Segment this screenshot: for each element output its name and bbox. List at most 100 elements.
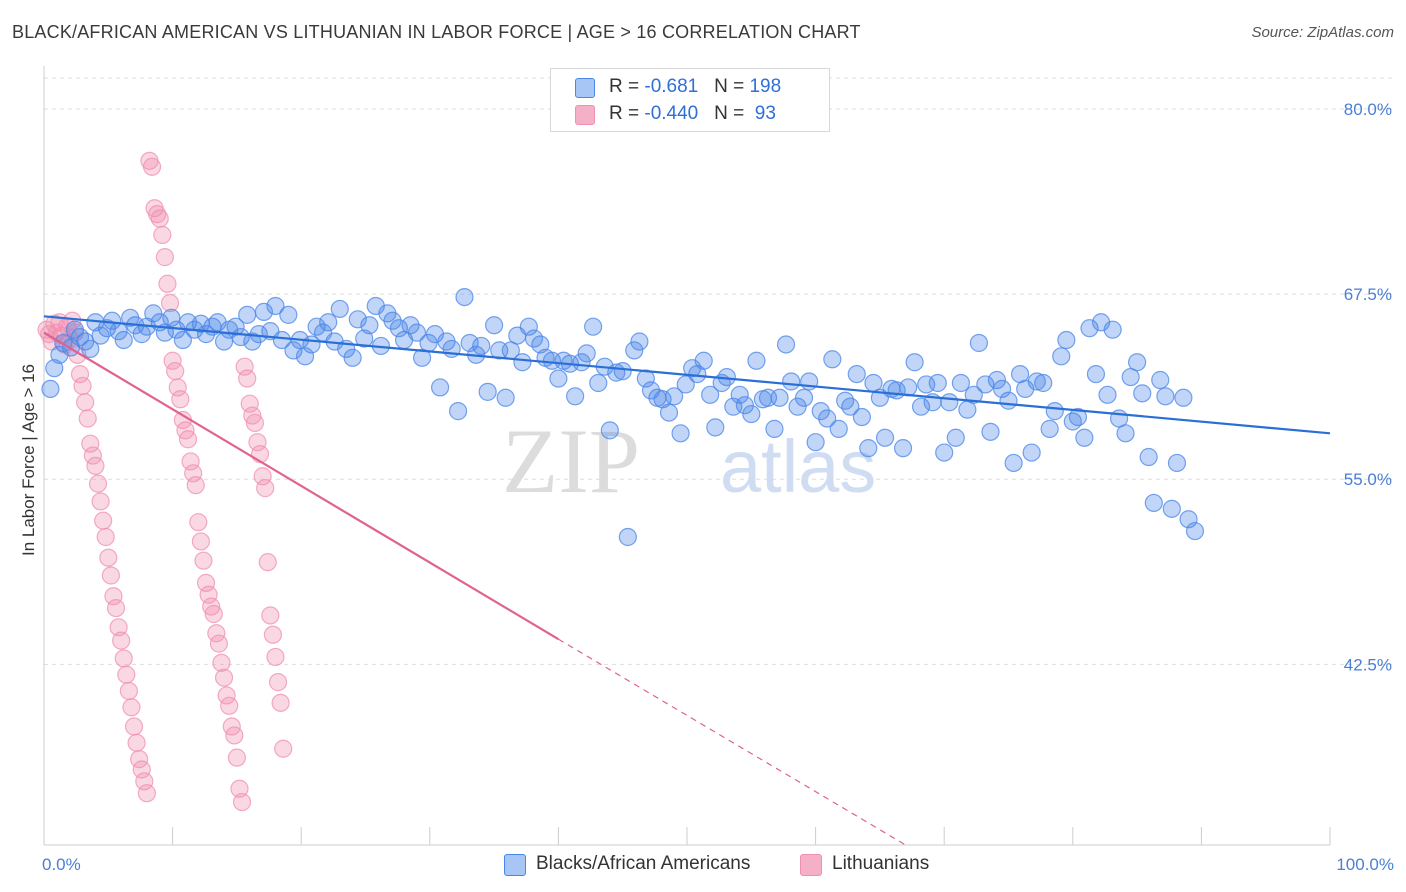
point-lithuanians <box>196 573 216 592</box>
point-lithuanians <box>194 551 213 570</box>
legend-n-value: 93 <box>749 103 776 124</box>
point-blacks <box>1034 373 1053 393</box>
point-blacks <box>226 317 245 336</box>
legend-row-lithuanians: R = -0.440 N = 93 <box>575 102 776 128</box>
point-lithuanians <box>256 479 275 498</box>
point-blacks <box>940 393 959 412</box>
x-tick-label: 100.0% <box>1336 855 1394 874</box>
point-blacks <box>981 422 1000 441</box>
point-blacks <box>999 391 1018 410</box>
point-blacks <box>969 333 989 353</box>
point-blacks <box>584 317 603 336</box>
point-blacks <box>1174 388 1193 407</box>
point-lithuanians <box>122 698 141 717</box>
point-blacks <box>455 287 474 307</box>
point-lithuanians <box>227 748 246 767</box>
point-blacks <box>577 344 596 363</box>
bottom-legend-label: Lithuanians <box>832 853 930 874</box>
legend-r-value: -0.681 <box>644 76 699 97</box>
point-lithuanians <box>248 433 267 452</box>
point-lithuanians <box>153 225 172 244</box>
point-blacks <box>589 373 608 393</box>
legend-r-value: -0.440 <box>644 103 699 124</box>
point-lithuanians <box>76 393 95 412</box>
point-lithuanians <box>114 649 133 668</box>
point-lithuanians <box>132 760 151 779</box>
legend-swatch-pink <box>575 105 595 125</box>
point-blacks <box>1103 320 1122 339</box>
point-lithuanians <box>73 376 92 396</box>
trend-line-lithuanians-extension <box>558 638 906 846</box>
point-lithuanians <box>189 513 208 532</box>
point-blacks <box>665 387 684 406</box>
point-lithuanians <box>171 390 190 409</box>
point-blacks <box>905 353 924 372</box>
point-blacks <box>859 439 878 458</box>
point-blacks <box>676 375 695 394</box>
point-lithuanians <box>184 464 203 483</box>
point-blacks <box>81 339 100 359</box>
point-blacks <box>1068 407 1088 427</box>
point-blacks <box>742 404 761 424</box>
point-blacks <box>566 387 585 406</box>
point-blacks <box>460 333 479 353</box>
point-lithuanians <box>112 631 131 650</box>
point-blacks <box>383 311 402 330</box>
point-blacks <box>730 385 749 404</box>
point-blacks <box>45 359 64 378</box>
point-blacks <box>319 313 338 332</box>
point-lithuanians <box>119 681 138 701</box>
point-blacks <box>893 439 913 458</box>
point-blacks <box>706 418 725 437</box>
y-tick-label: 55.0% <box>1344 470 1392 489</box>
point-lithuanians <box>209 634 228 653</box>
point-lithuanians <box>214 668 234 687</box>
point-lithuanians <box>263 625 283 644</box>
point-lithuanians <box>88 474 108 493</box>
y-tick-label: 67.5% <box>1344 285 1392 304</box>
point-blacks <box>770 388 789 407</box>
point-lithuanians <box>166 362 185 381</box>
point-blacks <box>144 304 163 323</box>
point-blacks <box>1127 353 1147 372</box>
point-blacks <box>788 397 807 416</box>
point-blacks <box>1080 319 1099 338</box>
point-blacks <box>852 407 871 427</box>
trend-lines <box>43 315 1331 846</box>
watermark-atlas: atlas <box>720 425 876 508</box>
point-lithuanians <box>240 394 259 413</box>
point-lithuanians <box>181 452 200 471</box>
point-blacks <box>1162 499 1181 518</box>
point-lithuanians <box>150 209 169 228</box>
legend-r-label: R = <box>609 103 645 124</box>
point-lithuanians <box>266 647 285 667</box>
point-blacks <box>917 375 936 394</box>
point-lithuanians <box>232 792 252 812</box>
point-blacks <box>829 419 848 438</box>
point-blacks <box>430 378 450 397</box>
point-blacks <box>811 402 830 421</box>
trend-line-lithuanians <box>43 331 559 641</box>
legend-n-value: 198 <box>749 76 782 97</box>
point-blacks <box>1045 402 1064 421</box>
point-blacks <box>1027 372 1046 391</box>
point-blacks <box>407 323 427 342</box>
point-blacks <box>1133 384 1152 403</box>
point-lithuanians <box>83 446 102 465</box>
watermark-zip: ZIP <box>502 410 640 512</box>
point-lithuanians <box>168 378 187 397</box>
point-lithuanians <box>91 492 110 511</box>
point-lithuanians <box>101 566 120 585</box>
point-blacks <box>976 375 995 394</box>
point-blacks <box>875 428 895 447</box>
point-lithuanians <box>271 693 290 712</box>
point-blacks <box>360 316 379 335</box>
point-blacks <box>806 433 825 452</box>
point-lithuanians <box>235 357 254 376</box>
point-blacks <box>1156 387 1175 406</box>
point-lithuanians <box>163 351 182 370</box>
point-lithuanians <box>78 409 97 428</box>
point-blacks <box>272 330 292 350</box>
point-blacks <box>1098 385 1117 404</box>
